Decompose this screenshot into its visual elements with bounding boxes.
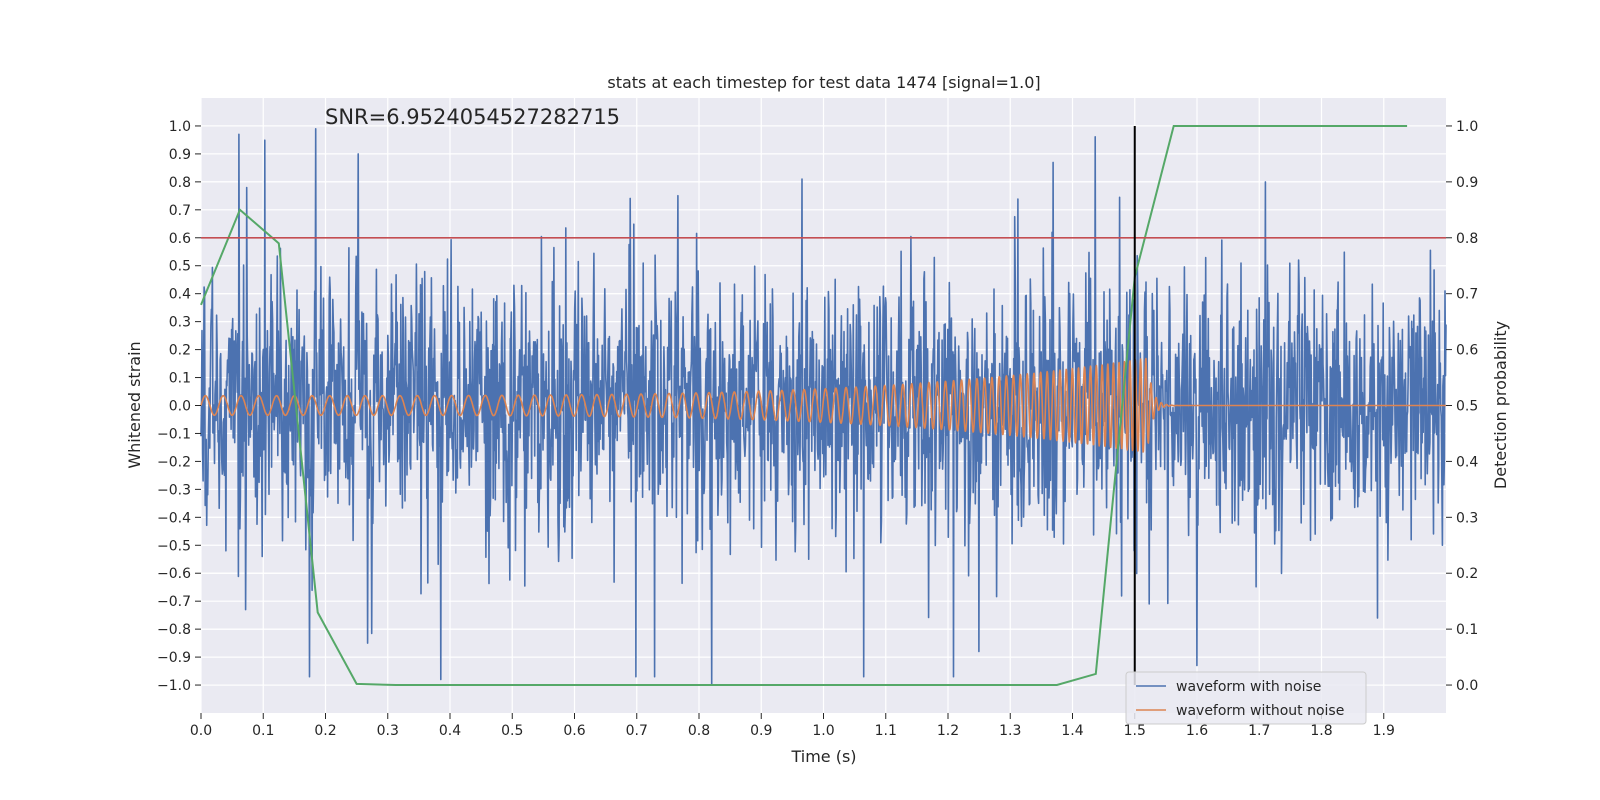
y-left-tick-label: −0.7 <box>157 594 191 610</box>
y-left-tick-label: 0.7 <box>169 203 191 219</box>
y-left-tick-label: −0.5 <box>157 538 191 554</box>
y-left-tick-label: −0.8 <box>157 622 191 638</box>
y-right-tick-label: 0.8 <box>1456 231 1478 247</box>
y-left-tick-label: 0.2 <box>169 343 191 359</box>
y-axis-left-ticks: 1.0 0.9 0.8 0.7 0.6 0.5 0.4 0.3 0.2 0.1 0.0 −0.1 −0.… <box>157 119 201 694</box>
x-tick-label: 0.1 <box>252 723 274 739</box>
y-right-tick-label: 0.6 <box>1456 343 1478 359</box>
y-right-tick-label: 0.7 <box>1456 287 1478 303</box>
y-left-tick-label: 0.4 <box>169 287 191 303</box>
y-left-tick-label: −0.1 <box>157 426 191 442</box>
y-right-tick-label: 0.9 <box>1456 175 1478 191</box>
x-tick-label: 1.5 <box>1124 723 1146 739</box>
y-right-tick-label: 0.1 <box>1456 622 1478 638</box>
y-right-tick-label: 0.0 <box>1456 678 1478 694</box>
y-right-tick-label: 0.4 <box>1456 454 1478 470</box>
legend-label-waveform-without-noise: waveform without noise <box>1176 703 1344 719</box>
y-axis-left-label: Whitened strain <box>125 341 144 468</box>
y-right-tick-label: 1.0 <box>1456 119 1478 135</box>
x-tick-label: 0.0 <box>190 723 212 739</box>
x-tick-label: 0.6 <box>563 723 585 739</box>
x-tick-label: 0.9 <box>750 723 772 739</box>
x-tick-label: 0.4 <box>439 723 461 739</box>
legend-label-waveform-with-noise: waveform with noise <box>1176 679 1321 695</box>
x-tick-label: 0.3 <box>377 723 399 739</box>
x-axis-ticks: 0.0 0.1 0.2 0.3 0.4 0.5 0.6 0.7 0.8 0.9 1.0 1.1 1.2 1… <box>190 713 1395 739</box>
y-right-tick-label: 0.5 <box>1456 399 1478 415</box>
x-tick-label: 1.2 <box>937 723 959 739</box>
series-waveform-with-noise <box>200 128 1447 686</box>
x-tick-label: 0.8 <box>688 723 710 739</box>
x-tick-label: 0.7 <box>626 723 648 739</box>
legend: waveform with noise waveform without noi… <box>1125 671 1367 725</box>
snr-annotation: SNR=6.9524054527282715 <box>325 105 620 129</box>
x-tick-label: 1.1 <box>875 723 897 739</box>
y-left-tick-label: 0.8 <box>169 175 191 191</box>
y-left-tick-label: 0.0 <box>169 399 191 415</box>
x-tick-label: 1.9 <box>1373 723 1395 739</box>
y-left-tick-label: −0.3 <box>157 482 191 498</box>
x-tick-label: 1.8 <box>1310 723 1332 739</box>
y-left-tick-label: 0.3 <box>169 315 191 331</box>
y-left-tick-label: −0.9 <box>157 650 191 666</box>
reference-lines <box>201 125 1446 686</box>
series-waveform-without-noise <box>200 357 1447 453</box>
x-tick-label: 0.2 <box>314 723 336 739</box>
y-left-tick-label: −0.4 <box>157 510 191 526</box>
x-tick-label: 1.0 <box>812 723 834 739</box>
y-left-tick-label: 0.1 <box>169 371 191 387</box>
x-tick-label: 1.6 <box>1186 723 1208 739</box>
y-left-tick-label: 1.0 <box>169 119 191 135</box>
y-left-tick-label: 0.5 <box>169 259 191 275</box>
x-axis-label: Time (s) <box>790 747 856 766</box>
y-left-tick-label: −1.0 <box>157 678 191 694</box>
waveform-with-noise-line <box>200 128 1447 686</box>
x-tick-label: 1.7 <box>1248 723 1270 739</box>
y-right-tick-label: 0.3 <box>1456 510 1478 526</box>
x-tick-label: 0.5 <box>501 723 523 739</box>
y-axis-right-ticks: 1.0 0.9 0.8 0.7 0.6 0.5 0.4 0.3 0.2 0.1 0.0 <box>1446 119 1478 694</box>
waveform-without-noise-line <box>200 357 1447 453</box>
x-tick-label: 1.3 <box>999 723 1021 739</box>
x-tick-label: 1.4 <box>1061 723 1083 739</box>
y-axis-right-label: Detection probability <box>1491 321 1510 489</box>
y-left-tick-label: 0.6 <box>169 231 191 247</box>
y-left-tick-label: −0.6 <box>157 566 191 582</box>
y-left-tick-label: 0.9 <box>169 147 191 163</box>
legend-box <box>1125 671 1367 725</box>
y-left-tick-label: −0.2 <box>157 454 191 470</box>
y-right-tick-label: 0.2 <box>1456 566 1478 582</box>
chart-title: stats at each timestep for test data 147… <box>607 73 1040 92</box>
